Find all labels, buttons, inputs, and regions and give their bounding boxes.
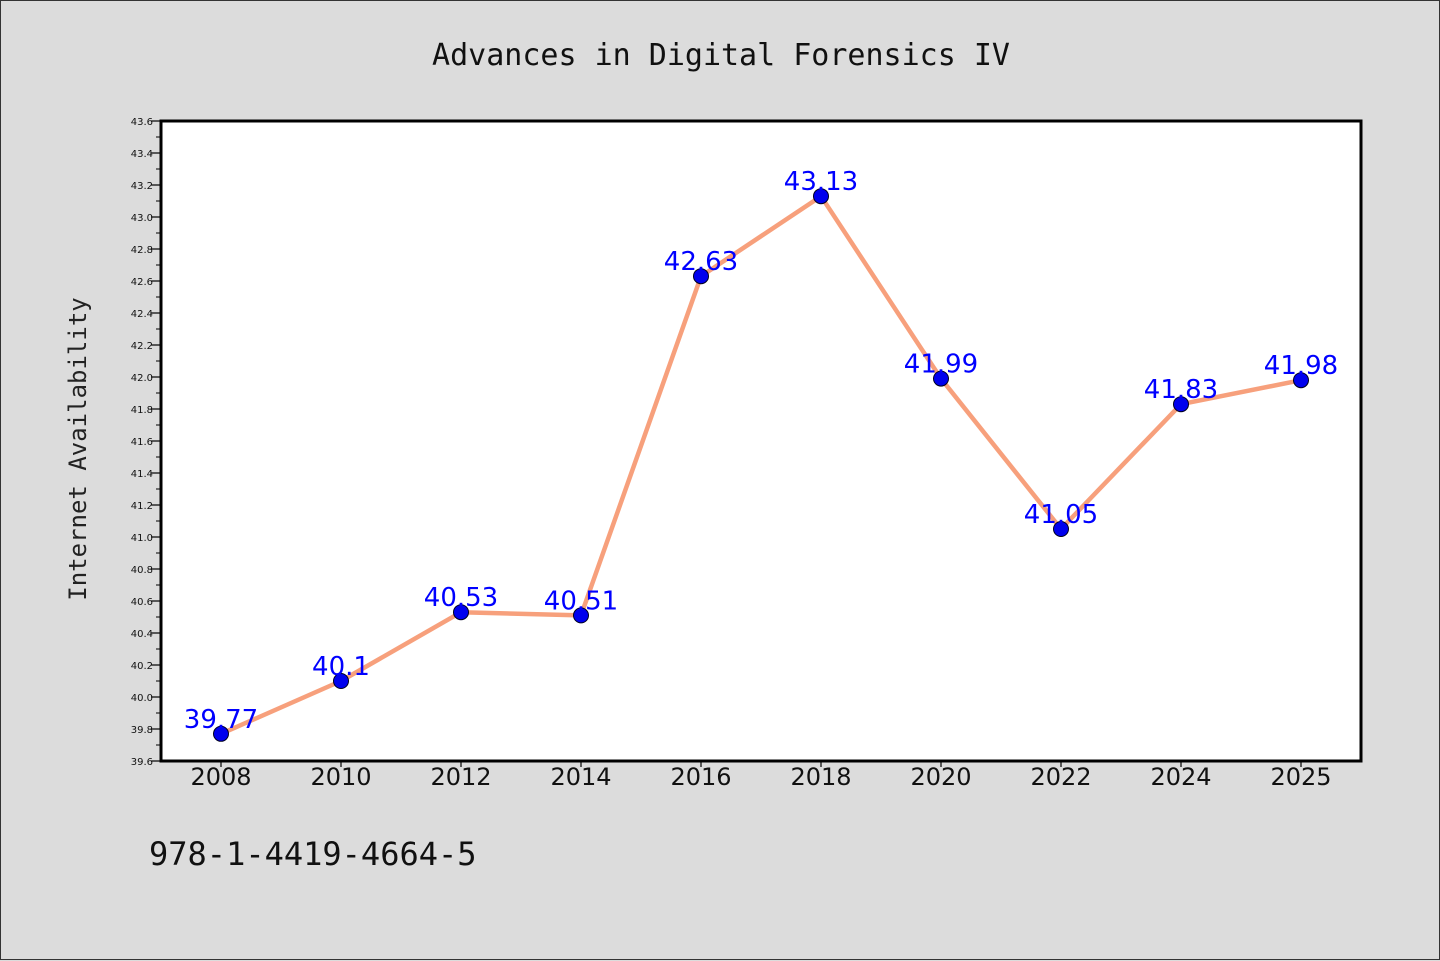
- data-label: 40.51: [544, 586, 618, 616]
- y-tick-label: 39.8: [131, 725, 153, 736]
- y-tick-label: 40.6: [131, 597, 153, 608]
- data-label: 42.63: [664, 247, 738, 277]
- y-tick-label: 42.4: [131, 309, 153, 320]
- data-point: [1053, 521, 1069, 537]
- data-point: [693, 268, 709, 285]
- data-label: 41.98: [1264, 351, 1338, 381]
- y-tick-label: 41.0: [131, 533, 153, 544]
- y-axis-label: Internet Availability: [64, 297, 92, 600]
- data-point: [213, 725, 229, 742]
- series-line-group: 39.77 40.1 40.53 40.51 42.63 43.13 41.99 41.05 4…: [184, 167, 1338, 742]
- isbn-text: 978-1-4419-4664-5: [149, 835, 477, 873]
- x-tick-label: 2022: [1030, 763, 1091, 791]
- y-tick-label: 42.2: [131, 341, 153, 352]
- y-tick-label: 40.4: [131, 629, 153, 640]
- x-tick-label: 2014: [550, 763, 611, 791]
- plot-area: [159, 119, 1363, 763]
- x-tick-label: 2012: [430, 763, 491, 791]
- data-label: 41.05: [1024, 500, 1098, 530]
- y-tick-label: 43.2: [131, 181, 153, 192]
- data-label: 41.83: [1144, 375, 1218, 405]
- x-tick-label: 2010: [310, 763, 371, 791]
- y-tick-label: 41.4: [131, 469, 153, 480]
- chart-title: Advances in Digital Forensics IV: [432, 38, 1010, 73]
- data-point: [573, 607, 589, 624]
- y-tick-label: 41.6: [131, 437, 153, 448]
- x-tick-label: 2025: [1270, 763, 1331, 791]
- data-point: [933, 370, 949, 387]
- x-axis-ticks: 2008 2010 2012 2014 2016 2018 2020 2022 2024 2025: [190, 761, 1332, 791]
- data-point: [453, 604, 469, 621]
- y-tick-label: 41.8: [131, 405, 153, 416]
- y-tick-label: 42.6: [131, 277, 153, 288]
- x-tick-label: 2024: [1150, 763, 1211, 791]
- x-tick-label: 2016: [670, 763, 731, 791]
- y-tick-label: 39.6: [131, 757, 153, 768]
- data-point: [1293, 372, 1309, 389]
- y-tick-label: 43.0: [131, 213, 153, 224]
- y-axis-ticks: 39.6 39.8 40.0 40.2 40.4 40.6 40.8 41.0 41.2 41.4…: [131, 117, 161, 768]
- x-tick-label: 2020: [910, 763, 971, 791]
- y-tick-label: 41.2: [131, 501, 153, 512]
- y-tick-label: 43.4: [131, 149, 153, 160]
- x-tick-label: 2018: [790, 763, 851, 791]
- data-point: [333, 673, 349, 689]
- data-label: 43.13: [784, 167, 858, 197]
- y-tick-label: 42.8: [131, 245, 153, 256]
- data-point: [813, 188, 829, 205]
- series-line: [218, 193, 1304, 737]
- data-point: [1173, 396, 1189, 413]
- data-label: 39.77: [184, 705, 258, 735]
- x-tick-label: 2008: [190, 763, 251, 791]
- y-tick-label: 40.0: [131, 693, 153, 704]
- y-tick-label: 40.8: [131, 565, 153, 576]
- y-tick-label: 43.6: [131, 117, 153, 128]
- y-tick-label: 42.0: [131, 373, 153, 384]
- data-label: 40.1: [312, 652, 370, 682]
- y-tick-label: 40.2: [131, 661, 153, 672]
- data-label: 41.99: [904, 350, 978, 380]
- data-label: 40.53: [424, 583, 498, 613]
